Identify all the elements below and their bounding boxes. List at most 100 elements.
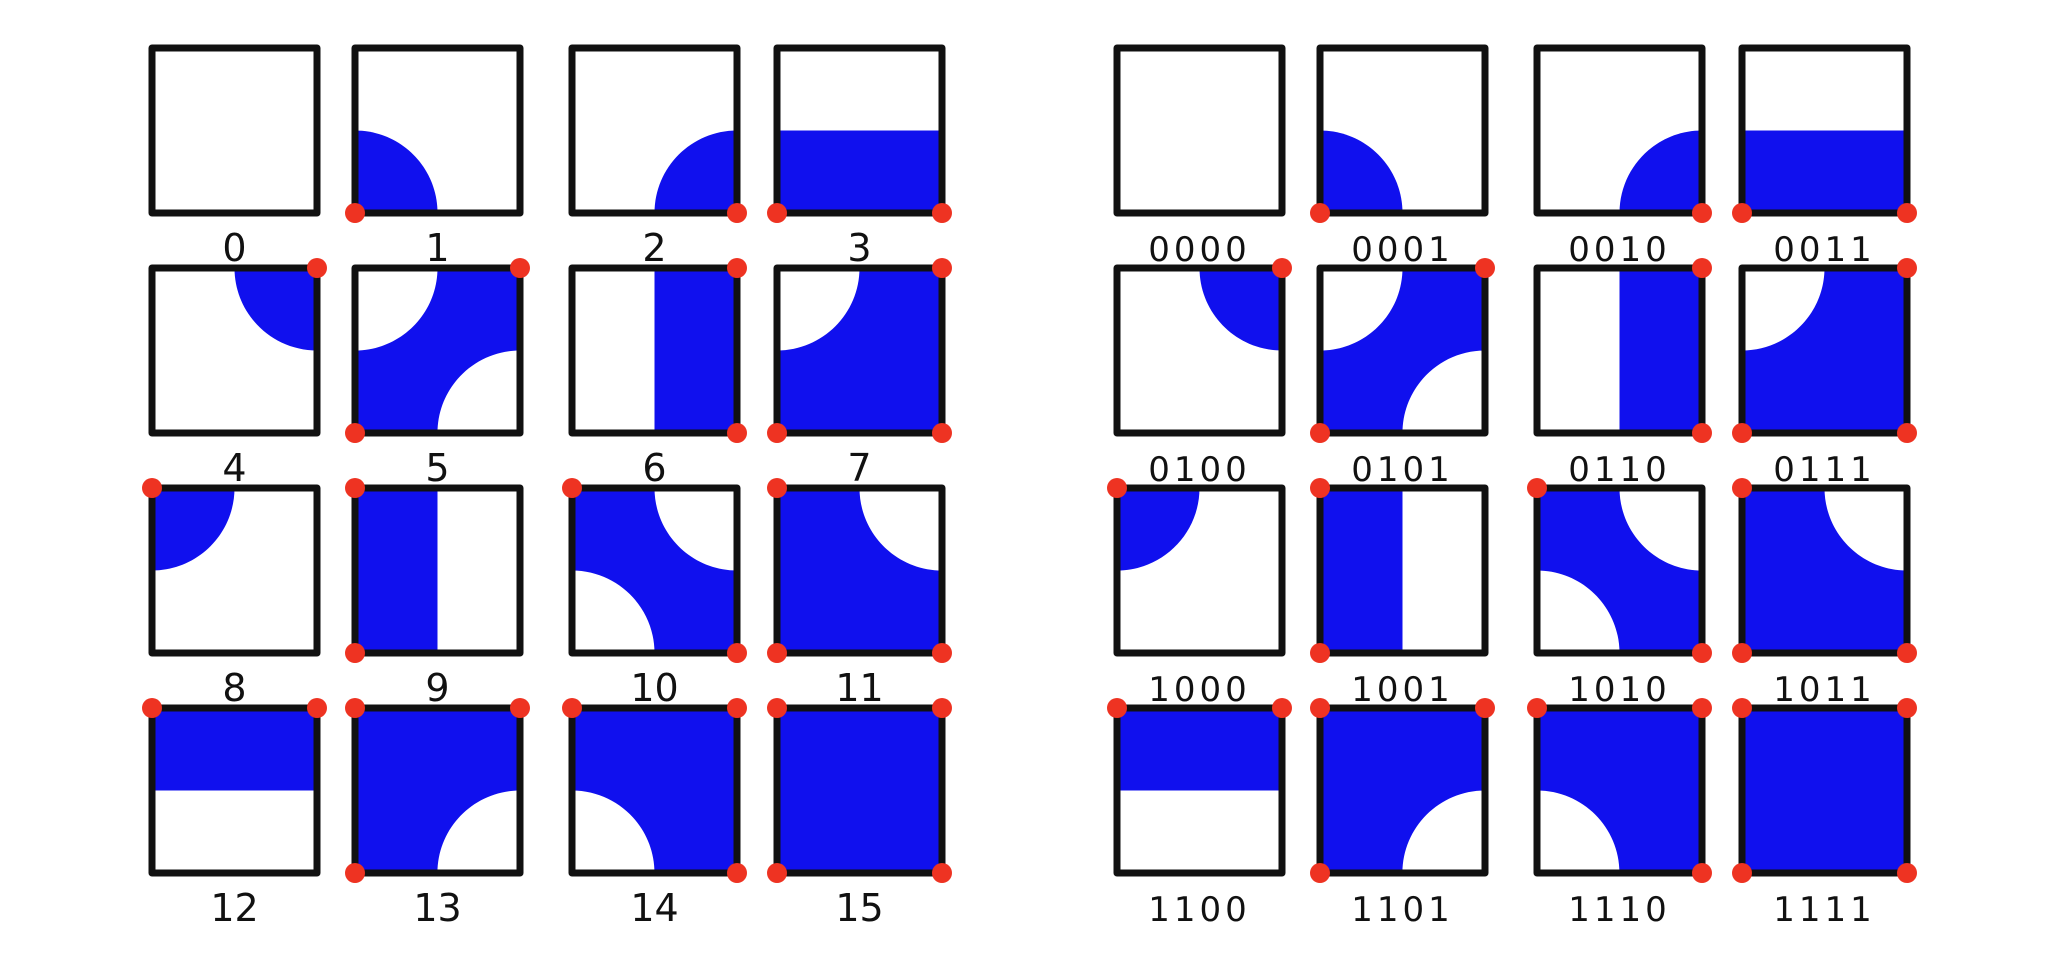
cell-14: 14: [562, 698, 747, 930]
cell-label: 7: [847, 446, 871, 490]
corner-dot-bottom-left: [1732, 643, 1752, 663]
corner-dot-bottom-left: [767, 863, 787, 883]
cell-outline: [1533, 704, 1706, 877]
corner-dot-top-left: [1107, 478, 1127, 498]
filled-region: [152, 708, 317, 791]
cell-5: 0101: [1310, 258, 1495, 490]
corner-dot-bottom-right: [727, 863, 747, 883]
corner-dot-bottom-right: [1692, 643, 1712, 663]
filled-region: [355, 268, 520, 433]
corner-dot-bottom-right: [727, 203, 747, 223]
cell-label: 10: [630, 666, 678, 710]
cell-outline: [1533, 44, 1706, 217]
cell-label: 0111: [1773, 450, 1876, 490]
cell-outline: [568, 484, 741, 657]
filled-region: [1742, 708, 1907, 873]
filled-region: [1537, 708, 1702, 873]
corner-dot-bottom-left: [767, 643, 787, 663]
corner-dot-bottom-right: [1897, 863, 1917, 883]
filled-region: [1537, 488, 1702, 653]
cell-label: 6: [642, 446, 666, 490]
cell-outline: [1533, 484, 1706, 657]
cell-label: 14: [630, 886, 678, 930]
corner-dot-top-right: [307, 698, 327, 718]
corner-dot-bottom-left: [345, 863, 365, 883]
cell-6: 0110: [1533, 258, 1712, 490]
cell-3: 3: [767, 44, 952, 270]
cell-0: 0000: [1113, 44, 1286, 270]
cell-1: 1: [345, 44, 524, 270]
filled-region: [777, 488, 942, 653]
corner-dot-top-left: [1107, 698, 1127, 718]
corner-dot-top-left: [562, 698, 582, 718]
corner-dot-bottom-left: [767, 203, 787, 223]
corner-dot-top-right: [1692, 258, 1712, 278]
cell-outline: [773, 44, 946, 217]
filled-region: [355, 488, 438, 653]
corner-dot-top-right: [932, 698, 952, 718]
binary-panel: 0000 0001 0010 0011 0100 0101 0110 0111 1000 1001…: [1107, 44, 1917, 930]
cell-outline: [1738, 264, 1911, 437]
corner-dot-top-right: [1692, 698, 1712, 718]
cell-10: 10: [562, 478, 747, 710]
filled-region: [1117, 488, 1200, 571]
corner-dot-bottom-right: [727, 423, 747, 443]
filled-region: [1320, 488, 1403, 653]
filled-region: [1199, 268, 1282, 351]
cell-outline: [148, 44, 321, 217]
filled-region: [654, 130, 737, 213]
filled-region: [355, 708, 520, 873]
corner-dot-top-left: [1527, 698, 1547, 718]
cell-background: [152, 48, 317, 213]
corner-dot-top-right: [1475, 258, 1495, 278]
corner-dot-top-left: [142, 698, 162, 718]
cell-label: 0110: [1568, 450, 1671, 490]
corner-dot-bottom-left: [1732, 423, 1752, 443]
cell-outline: [568, 264, 741, 437]
cell-outline: [148, 484, 321, 657]
corner-dot-top-left: [767, 698, 787, 718]
corner-dot-top-left: [1527, 478, 1547, 498]
cell-outline: [1316, 484, 1489, 657]
cell-8: 1000: [1107, 478, 1286, 710]
filled-region: [777, 268, 942, 433]
cell-label: 12: [210, 886, 258, 930]
corner-dot-bottom-right: [1897, 203, 1917, 223]
cell-outline: [1316, 264, 1489, 437]
cell-outline: [148, 264, 321, 437]
filled-region: [654, 268, 737, 433]
cell-13: 13: [345, 698, 530, 930]
filled-region: [1619, 268, 1702, 433]
corner-dot-top-left: [562, 478, 582, 498]
cell-label: 0001: [1351, 230, 1454, 270]
cell-label: 3: [847, 226, 871, 270]
cell-12: 1100: [1107, 698, 1292, 930]
corner-dot-top-left: [1732, 478, 1752, 498]
cell-outline: [1113, 264, 1286, 437]
filled-region: [234, 268, 317, 351]
cell-3: 0011: [1732, 44, 1917, 270]
cell-background: [1117, 48, 1282, 213]
cell-outline: [148, 704, 321, 877]
corner-dot-top-right: [510, 258, 530, 278]
corner-dot-bottom-left: [1310, 863, 1330, 883]
corner-dot-top-left: [1732, 698, 1752, 718]
cell-label: 1010: [1568, 670, 1671, 710]
cell-label: 0: [222, 226, 246, 270]
cell-label: 0010: [1568, 230, 1671, 270]
filled-region: [1742, 130, 1907, 213]
cell-label: 1101: [1351, 890, 1454, 930]
cell-label: 1001: [1351, 670, 1454, 710]
corner-dot-bottom-right: [1692, 203, 1712, 223]
corner-dot-top-right: [727, 698, 747, 718]
cell-4: 0100: [1113, 258, 1292, 490]
filled-region: [1320, 268, 1485, 433]
filled-region: [572, 708, 737, 873]
cell-label: 4: [222, 446, 246, 490]
cell-outline: [1738, 484, 1911, 657]
corner-dot-bottom-left: [1310, 643, 1330, 663]
filled-region: [1320, 130, 1403, 213]
corner-dot-top-right: [1897, 698, 1917, 718]
cell-7: 7: [767, 258, 952, 490]
cell-outline: [568, 704, 741, 877]
